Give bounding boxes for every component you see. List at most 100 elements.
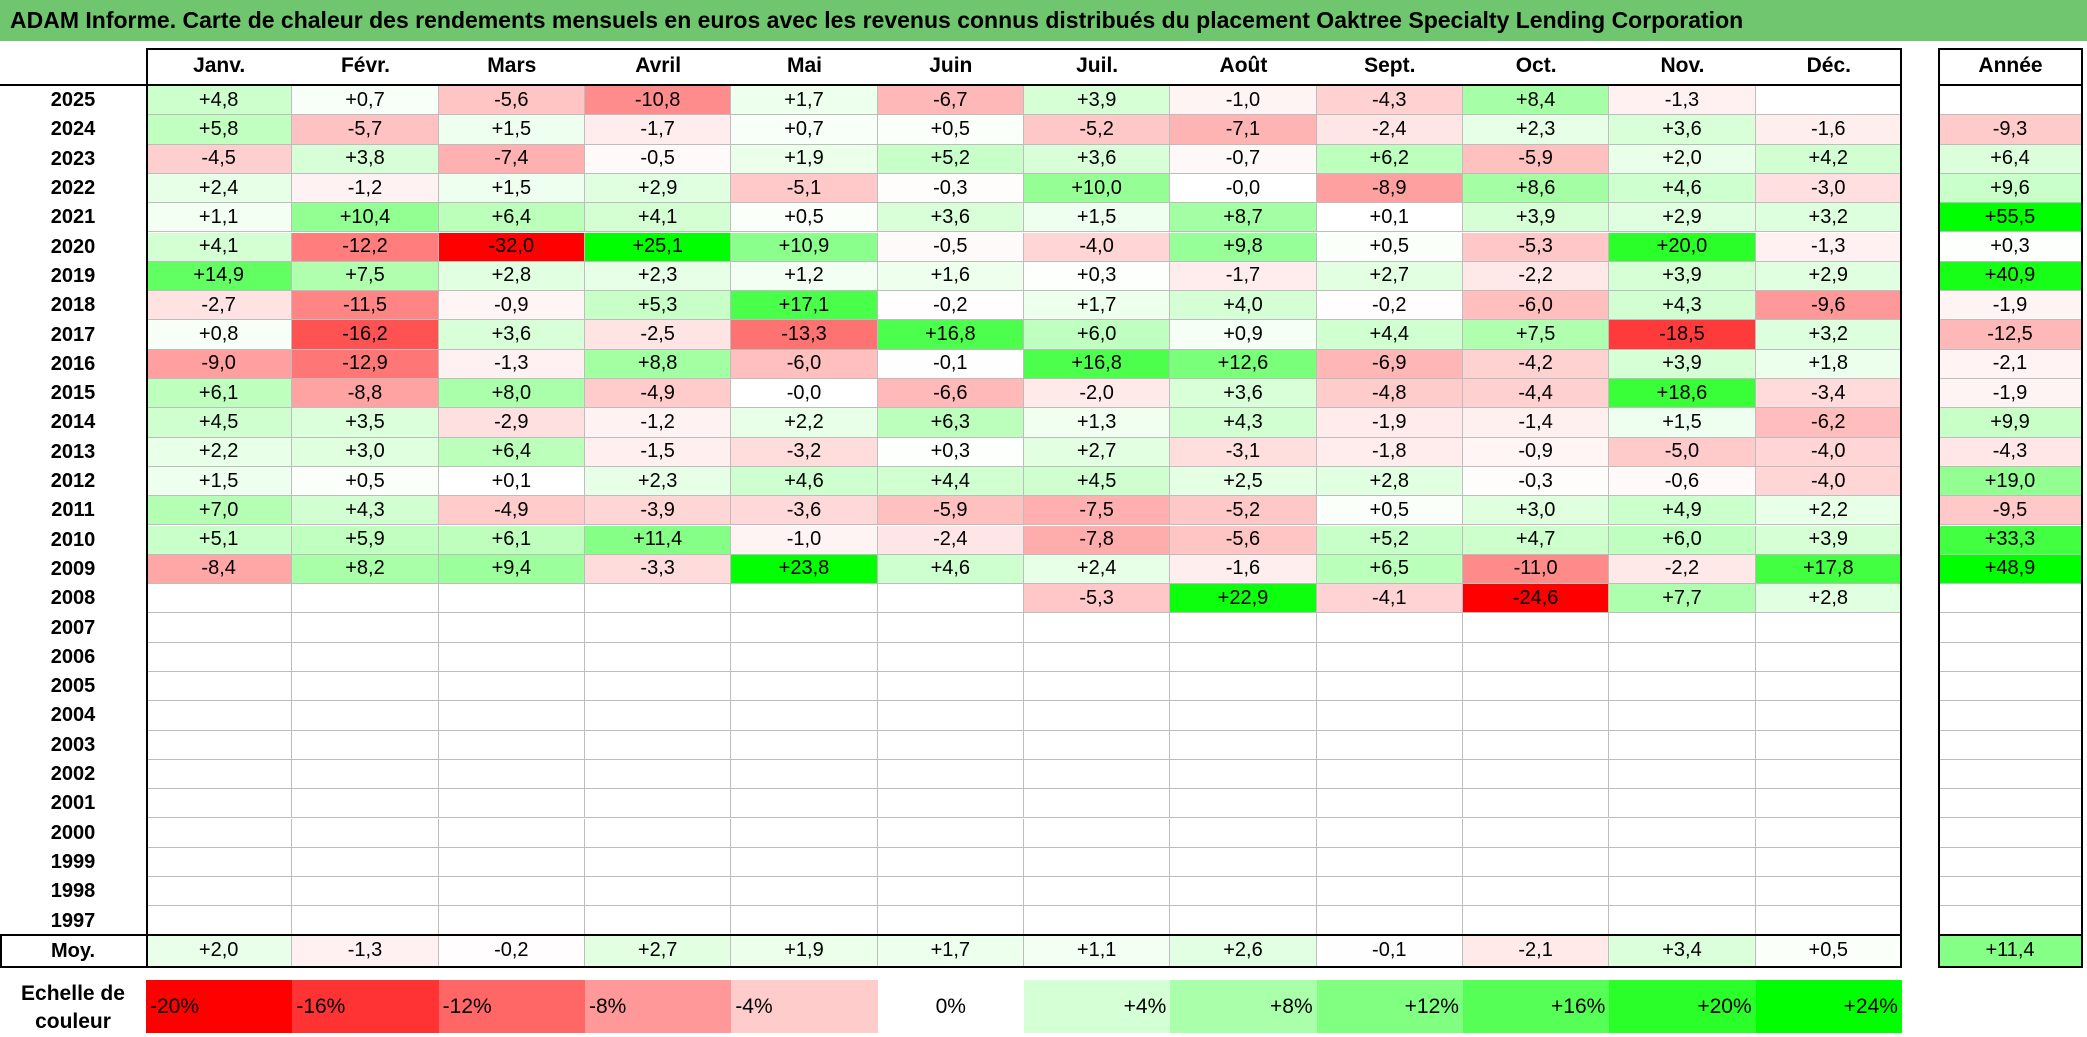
- heatmap-cell: +10,9: [731, 232, 878, 262]
- annual-cell: -12,5: [1938, 320, 2083, 350]
- heatmap-cell: -1,9: [1316, 408, 1463, 438]
- header-divider: [0, 84, 1902, 86]
- heatmap-cell: [1755, 672, 1902, 702]
- heatmap-cell: [1609, 701, 1756, 731]
- heatmap-cell: [1462, 730, 1610, 760]
- heatmap-cell: [1170, 701, 1317, 731]
- heatmap-cell: +9,8: [1170, 232, 1317, 262]
- heatmap-cell: +4,8: [146, 86, 293, 116]
- color-scale-swatch: -4%: [731, 980, 878, 1033]
- heatmap-cell: +2,8: [438, 261, 585, 292]
- annual-cell: -2,1: [1938, 349, 2083, 379]
- annual-cell: -9,5: [1938, 496, 2083, 526]
- heatmap-cell: [1462, 672, 1610, 702]
- heatmap-cell: [1609, 906, 1756, 936]
- heatmap-cell: +1,5: [1023, 203, 1171, 233]
- heatmap-cell: [1170, 818, 1317, 848]
- heatmap-cell: -4,8: [1316, 379, 1463, 409]
- year-label: 2004: [50, 704, 96, 727]
- heatmap-cell: +1,8: [1755, 349, 1902, 379]
- heatmap-cell: [438, 730, 585, 760]
- color-scale-swatch: +16%: [1462, 980, 1610, 1033]
- year-label: 2024: [50, 118, 96, 141]
- heatmap-cell: -0,6: [1609, 466, 1756, 497]
- heatmap-cell: +6,3: [877, 408, 1024, 438]
- heatmap-cell: +5,8: [146, 115, 293, 145]
- color-scale-label: Echelle de couleur: [21, 982, 125, 1033]
- heatmap-cell: -32,0: [438, 232, 585, 262]
- heatmap-cell: -9,0: [146, 349, 293, 379]
- heatmap-cell: [877, 613, 1024, 643]
- heatmap-cell: +3,0: [1462, 496, 1610, 526]
- heatmap-cell: -3,0: [1755, 173, 1902, 204]
- heatmap-cell: -3,3: [584, 554, 732, 585]
- heatmap-cell: +0,1: [438, 466, 585, 497]
- heatmap-cell: [1316, 672, 1463, 702]
- year-label: 2008: [50, 587, 96, 610]
- heatmap-cell: -3,4: [1755, 379, 1902, 409]
- heatmap-cell: +4,6: [731, 466, 878, 497]
- heatmap-cell: [438, 818, 585, 848]
- heatmap-cell: +0,5: [731, 203, 878, 233]
- annual-cell: [1938, 818, 2083, 848]
- annual-cell: [1938, 613, 2083, 643]
- heatmap-cell: [1170, 672, 1317, 702]
- heatmap-cell: +0,8: [146, 320, 293, 350]
- heatmap-cell: [1462, 759, 1610, 790]
- heatmap-cell: [584, 613, 732, 643]
- annual-cell: [1938, 730, 2083, 760]
- heatmap-cell: -3,6: [731, 496, 878, 526]
- heatmap-cell: [146, 877, 293, 907]
- heatmap-cell: [731, 906, 878, 936]
- heatmap-cell: [438, 584, 585, 614]
- heatmap-cell: +11,4: [584, 525, 732, 555]
- year-label: 2003: [50, 733, 96, 756]
- heatmap-cell: +4,0: [1170, 291, 1317, 321]
- heatmap-cell: -2,4: [1316, 115, 1463, 145]
- year-label: 2023: [50, 147, 96, 170]
- heatmap-cell: [1170, 906, 1317, 936]
- heatmap-cell: -1,0: [731, 525, 878, 555]
- heatmap-cell: [731, 730, 878, 760]
- heatmap-cell: +12,6: [1170, 349, 1317, 379]
- heatmap-cell: +2,3: [584, 261, 732, 292]
- heatmap-cell: [146, 906, 293, 936]
- heatmap-cell: [1755, 906, 1902, 936]
- heatmap-cell: -18,5: [1609, 320, 1756, 350]
- heatmap-cell: [584, 789, 732, 819]
- heatmap-cell: [877, 642, 1024, 672]
- heatmap-cell: [146, 701, 293, 731]
- heatmap-cell: +5,3: [584, 291, 732, 321]
- heatmap-cell: [1170, 847, 1317, 878]
- annual-cell: +9,6: [1938, 173, 2083, 204]
- annual-cell: +33,3: [1938, 525, 2083, 555]
- heatmap-cell: [438, 672, 585, 702]
- heatmap-cell: -6,0: [731, 349, 878, 379]
- heatmap-cell: [584, 730, 732, 760]
- annual-cell: -9,3: [1938, 115, 2083, 145]
- heatmap-cell: [1316, 701, 1463, 731]
- heatmap-cell: -5,1: [731, 173, 878, 204]
- heatmap-cell: +6,2: [1316, 144, 1463, 174]
- heatmap-cell: +3,6: [1023, 144, 1171, 174]
- color-scale-swatch: +20%: [1609, 980, 1756, 1033]
- year-label: 2019: [50, 264, 96, 287]
- heatmap-cell: +2,2: [146, 437, 293, 467]
- annual-cell: +55,5: [1938, 203, 2083, 233]
- heatmap-cell: [1316, 847, 1463, 878]
- heatmap-cell: [1755, 701, 1902, 731]
- heatmap-cell: +2,8: [1316, 466, 1463, 497]
- heatmap-cell: [1755, 730, 1902, 760]
- heatmap-cell: +6,5: [1316, 554, 1463, 585]
- heatmap-cell: [1609, 877, 1756, 907]
- heatmap-cell: -24,6: [1462, 584, 1610, 614]
- color-scale-swatch: -12%: [438, 980, 585, 1033]
- heatmap-cell: [1462, 613, 1610, 643]
- year-label: 2025: [50, 89, 96, 112]
- heatmap-cell: +4,7: [1462, 525, 1610, 555]
- heatmap-cell: -5,2: [1023, 115, 1171, 145]
- heatmap-cell: +3,6: [877, 203, 1024, 233]
- heatmap-cell: -4,9: [438, 496, 585, 526]
- heatmap-cell: +1,7: [731, 86, 878, 116]
